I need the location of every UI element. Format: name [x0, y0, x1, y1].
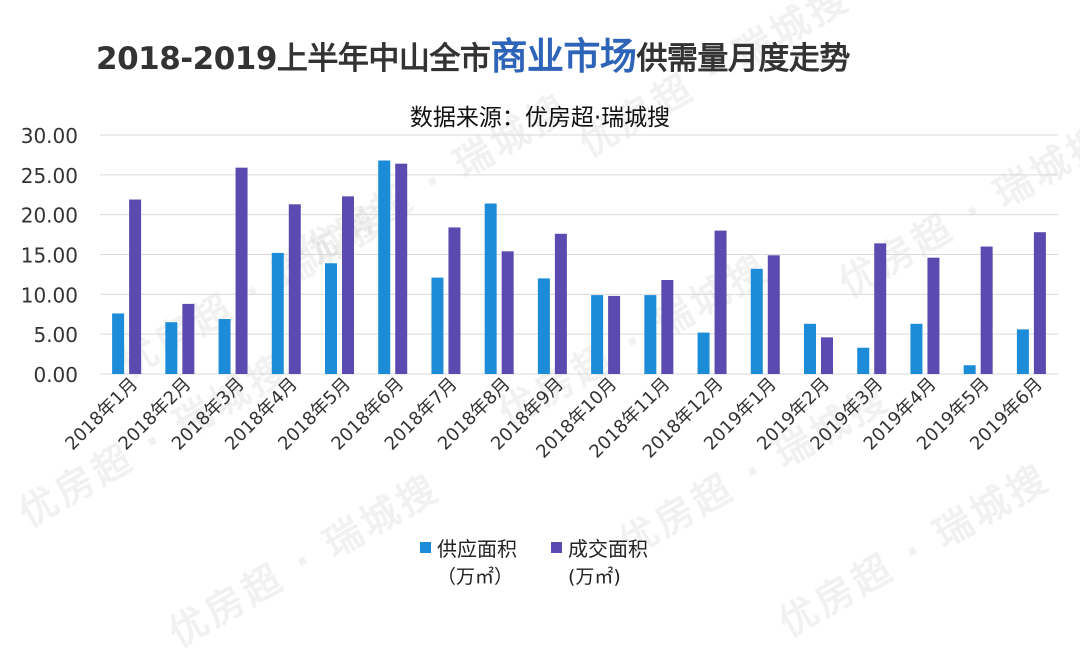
- bar: [325, 263, 337, 374]
- bar: [182, 303, 195, 374]
- y-tick-label: 0.00: [33, 363, 78, 387]
- bar: [714, 230, 727, 374]
- bar: [821, 337, 833, 374]
- y-tick-label: 15.00: [21, 244, 78, 268]
- bar: [235, 167, 248, 374]
- y-tick-label: 25.00: [21, 164, 78, 188]
- legend: 供应面积 （万㎡） 成交面积 (万㎡): [420, 535, 648, 591]
- legend-item-supply: 供应面积 （万㎡）: [420, 535, 517, 591]
- bar: [501, 251, 514, 374]
- legend-unit-deal: (万㎡): [568, 566, 621, 588]
- bar: [927, 257, 940, 374]
- legend-unit-supply: （万㎡）: [437, 566, 514, 588]
- chart-title: 2018-2019上半年中山全市商业市场供需量月度走势: [96, 26, 850, 80]
- bar: [697, 332, 710, 374]
- bar: [980, 246, 993, 374]
- bar: [112, 313, 125, 374]
- data-source: 数据来源：优房超·瑞城搜: [409, 105, 671, 131]
- y-tick-label: 10.00: [21, 283, 78, 307]
- bar: [218, 319, 231, 374]
- bar: [767, 255, 780, 374]
- title-highlight: 商业市场: [490, 35, 637, 78]
- bar: [378, 160, 391, 374]
- bar: [963, 365, 976, 374]
- legend-label-supply: 供应面积: [437, 537, 517, 561]
- title-prefix: 2018-2019上半年中山全市: [96, 41, 491, 77]
- y-tick-label: 30.00: [21, 124, 78, 148]
- bar-chart: 0.005.0010.0015.0020.0025.0030.002018年1月…: [21, 124, 1058, 463]
- bar: [750, 268, 763, 374]
- bar: [129, 199, 142, 374]
- bar: [431, 277, 444, 374]
- bar: [165, 322, 178, 374]
- legend-label-deal: 成交面积: [568, 537, 648, 561]
- bar: [448, 227, 461, 374]
- y-tick-label: 20.00: [21, 204, 78, 228]
- legend-item-deal: 成交面积 (万㎡): [551, 535, 648, 591]
- bar: [857, 347, 870, 374]
- bar: [342, 196, 354, 374]
- bar: [554, 233, 567, 374]
- legend-swatch-supply: [420, 542, 431, 553]
- bar: [271, 252, 284, 374]
- bar: [395, 163, 408, 374]
- y-tick-label: 5.00: [33, 323, 78, 347]
- bar: [484, 203, 497, 374]
- bar: [1016, 329, 1029, 374]
- bar: [608, 295, 621, 374]
- bar: [874, 243, 887, 374]
- bar: [537, 278, 550, 374]
- title-suffix: 供需量月度走势: [636, 41, 850, 77]
- bar: [644, 295, 657, 374]
- bar: [910, 323, 923, 374]
- legend-swatch-deal: [551, 542, 562, 553]
- bar: [591, 295, 604, 374]
- bar: [1033, 232, 1046, 374]
- bar: [661, 279, 674, 374]
- bar: [804, 323, 816, 374]
- bar: [288, 204, 301, 374]
